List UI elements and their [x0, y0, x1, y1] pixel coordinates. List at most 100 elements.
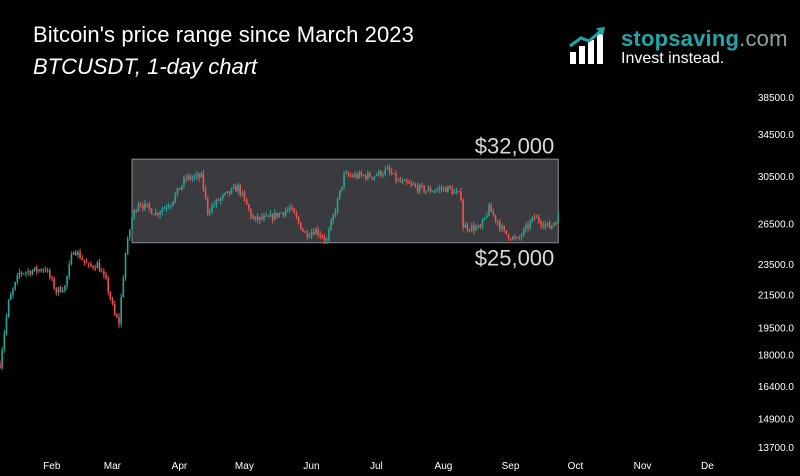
candle [369, 171, 371, 178]
candle [224, 192, 226, 197]
candle [284, 207, 287, 218]
x-tick-label: Feb [43, 461, 61, 472]
candle [157, 211, 159, 218]
candle [343, 171, 345, 190]
brand-name: stopsaving.com [621, 26, 788, 52]
candle [116, 312, 118, 318]
candle [406, 178, 408, 186]
candle [20, 271, 23, 277]
candle [98, 258, 101, 273]
candle [94, 264, 97, 272]
candle [81, 254, 84, 261]
candle [243, 189, 246, 202]
candle [7, 298, 10, 318]
candle [403, 179, 406, 182]
candle [393, 173, 395, 175]
candle [453, 188, 456, 194]
candle [451, 185, 454, 195]
y-tick-label: 26500.0 [758, 220, 795, 231]
candle [362, 174, 365, 177]
candle [414, 182, 417, 188]
candle [475, 224, 477, 231]
candle [215, 198, 218, 208]
candle [499, 218, 501, 233]
candle [206, 196, 209, 217]
candle [440, 184, 443, 194]
y-tick-label: 14900.0 [758, 415, 795, 426]
candle [46, 267, 49, 274]
candle [187, 173, 190, 181]
candle [371, 176, 373, 181]
candle [222, 193, 224, 201]
candle [360, 170, 363, 178]
range-upper-label: $32,000 [475, 134, 555, 159]
candle [42, 268, 45, 274]
candle [14, 281, 16, 292]
candle [429, 185, 432, 194]
candle [297, 215, 300, 225]
candle [248, 203, 250, 212]
x-tick-label: Jun [303, 461, 319, 472]
candle [529, 218, 531, 231]
candles-group [0, 164, 560, 370]
candle [122, 275, 125, 298]
candle [341, 186, 343, 193]
candle [250, 208, 252, 220]
candle [421, 182, 423, 189]
candle [555, 221, 557, 226]
candle [287, 206, 289, 213]
candle [535, 214, 538, 219]
candle [514, 233, 516, 241]
candle [44, 266, 47, 273]
candle [68, 260, 71, 280]
x-tick-label: Mar [104, 461, 122, 472]
candle [126, 236, 129, 256]
y-tick-label: 16400.0 [758, 382, 795, 393]
candle [278, 212, 280, 219]
candle [317, 225, 319, 238]
candle [386, 164, 389, 170]
candle [241, 190, 244, 197]
candle [176, 187, 179, 196]
candle [332, 213, 335, 225]
candle [10, 291, 12, 301]
candle [542, 221, 544, 230]
candle [269, 210, 272, 218]
candle [334, 207, 337, 218]
candle [397, 177, 399, 182]
candle [490, 202, 493, 213]
candle [178, 188, 181, 190]
candle [382, 171, 384, 178]
candle [416, 182, 419, 195]
candle [276, 212, 278, 219]
x-tick-label: May [235, 461, 254, 472]
candle [85, 258, 88, 264]
candle [100, 267, 103, 273]
candle [412, 181, 415, 186]
candle [302, 227, 304, 233]
candle [40, 268, 42, 273]
candle [129, 228, 131, 241]
candle [79, 248, 81, 260]
candle [159, 210, 161, 219]
candle [553, 221, 555, 228]
candle [152, 213, 155, 216]
candle [319, 231, 322, 240]
candle [105, 271, 107, 281]
brand-name-suffix: .com [739, 26, 788, 51]
candle [427, 184, 430, 192]
candle [254, 216, 257, 222]
candle [0, 360, 1, 370]
y-tick-label: 13700.0 [758, 443, 795, 454]
candle [516, 236, 518, 239]
candle [103, 268, 105, 279]
candle [180, 185, 183, 191]
candle [209, 208, 211, 217]
candle [486, 212, 488, 219]
candle [189, 174, 192, 181]
candle [438, 184, 441, 194]
candle [33, 267, 36, 273]
candle [258, 216, 261, 224]
candle [139, 202, 142, 208]
